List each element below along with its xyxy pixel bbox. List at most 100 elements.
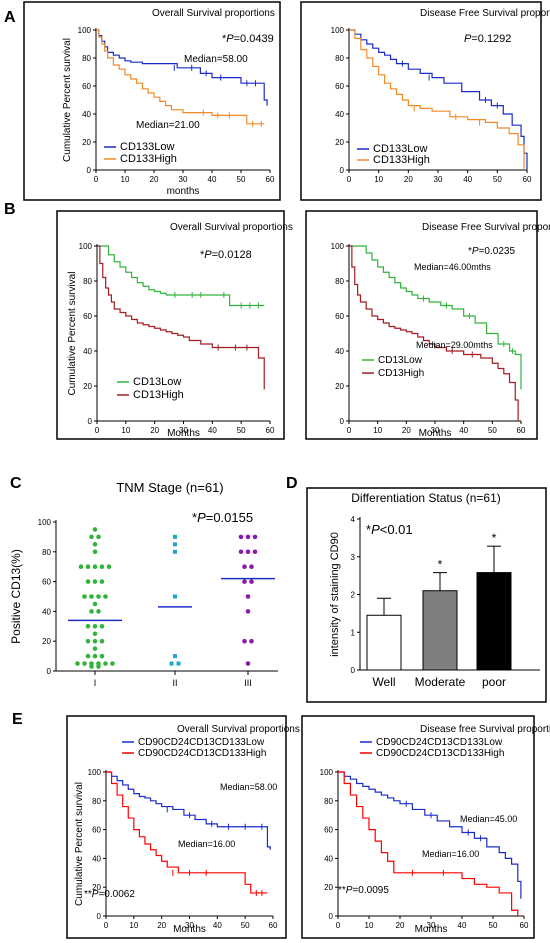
a1-ylabel: Cumulative Percent survival: [62, 38, 73, 162]
a1-ytick-label: 60: [82, 82, 91, 91]
a2-series-1-line: [349, 29, 528, 170]
b1-xtick-label: 30: [179, 426, 188, 435]
a2-xtick-label: 50: [493, 175, 502, 184]
c-point: [238, 549, 244, 555]
c-point: [99, 624, 105, 629]
c-point: [99, 638, 105, 644]
c-point: [96, 534, 101, 540]
b2-xtick-label: 60: [517, 426, 526, 435]
b2-xtick-label: 30: [431, 426, 440, 435]
c-point: [92, 542, 98, 547]
c-point: [169, 661, 174, 666]
e2-xlabel: Months: [415, 924, 448, 935]
d-bar: [422, 590, 458, 671]
c-ytick-label: 100: [38, 518, 52, 527]
c-point: [92, 527, 98, 532]
c-point: [238, 534, 244, 540]
c-ytick-label: 0: [47, 667, 52, 676]
c-point: [92, 549, 98, 555]
c-point: [96, 609, 101, 614]
c-point: [92, 564, 98, 569]
c-point: [110, 661, 115, 666]
c-ytick-label: 40: [42, 607, 51, 616]
c-point: [173, 542, 177, 547]
d-significance-star: *: [492, 531, 497, 545]
b1-ytick-label: 40: [83, 347, 92, 356]
c-point: [242, 564, 247, 569]
c-point: [85, 624, 91, 629]
b1-xtick-label: 40: [208, 426, 217, 435]
d-bar: [366, 614, 402, 671]
d-title: Differentiation Status (n=61): [351, 491, 501, 505]
e2-series-1-line: [338, 771, 522, 899]
c-ytick-label: 80: [42, 548, 51, 557]
b1-legend-label: CD13High: [133, 389, 184, 401]
b1-ytick-label: 100: [79, 242, 93, 251]
e2-title: Disease free Survival proportions: [420, 724, 550, 735]
b2-pvalue: *P=0.0235: [468, 246, 515, 257]
b2-ytick-label: 60: [335, 312, 344, 321]
b2-xtick-label: 50: [488, 426, 497, 435]
c-point: [245, 661, 251, 666]
e2-xtick-label: 60: [520, 921, 529, 930]
a1-ytick-label: 100: [78, 26, 92, 35]
e2-ytick-label: 0: [329, 912, 334, 921]
c-point: [249, 579, 254, 584]
a1-ytick-label: 0: [87, 166, 92, 175]
c-point: [92, 646, 98, 651]
e1-median-2: Median=16.00: [178, 839, 235, 849]
b1-xtick-label: 60: [266, 426, 275, 435]
c-point: [245, 594, 251, 599]
b2-ytick-label: 40: [335, 347, 344, 356]
a1-pvalue: *P=0.0439: [222, 33, 274, 45]
e2-xtick-label: 10: [365, 921, 374, 930]
a2-xtick-label: 40: [463, 175, 472, 184]
a1-xtick-label: 0: [94, 175, 99, 184]
e2-ytick-label: 100: [320, 768, 334, 777]
a2-ytick-label: 100: [331, 26, 345, 35]
e2-xtick-label: 0: [336, 921, 341, 930]
d-category-label: Moderate: [415, 675, 466, 689]
c-point: [103, 594, 108, 599]
b1-xtick-label: 10: [121, 426, 130, 435]
c-point: [249, 564, 254, 569]
d-ylabel: intensity of staining CD90: [329, 532, 341, 657]
a1-series-2-line: [96, 29, 265, 125]
e1-ytick-label: 80: [92, 797, 101, 806]
d-ytick-label: 2: [351, 591, 356, 600]
e1-xlabel: Months: [173, 924, 206, 935]
c-point: [245, 609, 251, 614]
e1-pvalue: **P=0.0062: [84, 889, 135, 900]
c-point: [173, 534, 177, 539]
b1-ytick-label: 60: [83, 312, 92, 321]
a1-xtick-label: 20: [150, 175, 159, 184]
a2-pvalue: P=0.1292: [464, 33, 511, 45]
c-ytick-label: 60: [42, 578, 51, 587]
c-ytick-label: 20: [42, 637, 51, 646]
c-point: [96, 664, 101, 669]
panel-letter-a: A: [4, 9, 16, 26]
c-point: [106, 564, 112, 569]
frame-b1: [56, 210, 285, 440]
c-point: [99, 579, 105, 584]
c-point: [103, 661, 108, 666]
a2-xtick-label: 60: [523, 175, 532, 184]
e1-series-1-line: [106, 771, 271, 850]
b2-xtick-label: 10: [373, 426, 382, 435]
c-point: [82, 594, 87, 599]
d-bar: [476, 572, 512, 671]
d-category-label: Well: [372, 675, 395, 689]
b2-legend-label: CD13High: [378, 368, 424, 379]
a2-xtick-label: 20: [404, 175, 413, 184]
e1-xtick-label: 20: [157, 921, 166, 930]
e1-legend-label: CD90CD24CD13CD133High: [138, 748, 266, 759]
e1-title: Overall Survival proportions: [177, 724, 300, 735]
b1-xlabel: Months: [167, 428, 200, 439]
e2-legend-label: CD90CD24CD13CD133Low: [376, 737, 503, 748]
d-ytick-label: 4: [351, 515, 356, 524]
frame-a1: [23, 1, 281, 201]
a1-xtick-label: 30: [179, 175, 188, 184]
c-point: [85, 653, 91, 659]
c-point: [252, 534, 258, 540]
